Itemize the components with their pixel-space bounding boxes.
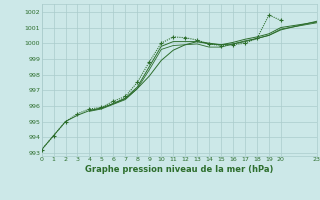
X-axis label: Graphe pression niveau de la mer (hPa): Graphe pression niveau de la mer (hPa): [85, 165, 273, 174]
